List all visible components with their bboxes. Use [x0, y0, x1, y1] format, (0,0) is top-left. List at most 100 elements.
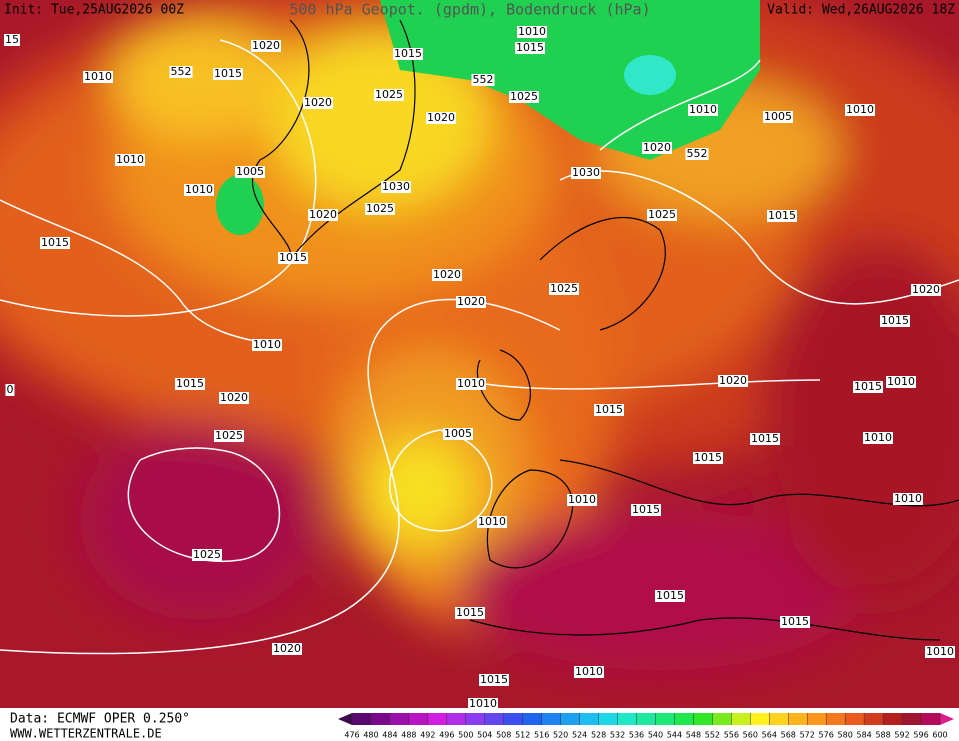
- colorbar-label: 580: [838, 731, 853, 740]
- label-box: [468, 698, 498, 710]
- isobar-label: 1010: [253, 338, 281, 351]
- colorbar-label: 500: [458, 731, 473, 740]
- label-box: [853, 381, 883, 393]
- colorbar-label: 576: [819, 731, 834, 740]
- isobar-label: 1025: [366, 202, 394, 215]
- colorbar-segment: [408, 713, 429, 725]
- isobar-label: 1010: [457, 377, 485, 390]
- isobar-label: 1010: [926, 645, 954, 658]
- isobar-label: 1015: [781, 615, 809, 628]
- isobar-label: 1020: [273, 642, 301, 655]
- isobar-label: 1020: [309, 208, 337, 221]
- label-box: [863, 432, 893, 444]
- isobar-label: 0: [7, 383, 14, 396]
- label-box: [169, 66, 193, 78]
- colorbar-segment: [731, 713, 751, 725]
- title: 500 hPa Geopot. (gpdm), Bodendruck (hPa): [289, 1, 650, 19]
- colorbar-label: 484: [382, 731, 397, 740]
- colorbar-label: 480: [363, 731, 378, 740]
- colorbar-label: 584: [856, 731, 871, 740]
- isobar-label: 1015: [854, 380, 882, 393]
- map: [0, 0, 959, 708]
- colorbar-segment: [522, 713, 543, 725]
- isobar-label: 1020: [643, 141, 671, 154]
- label-box: [647, 209, 677, 221]
- label-box: [303, 97, 333, 109]
- isobar-label: 552: [687, 147, 708, 160]
- isobar-label: 1030: [572, 166, 600, 179]
- isobar-label: 1010: [478, 515, 506, 528]
- colorbar-label: 552: [705, 731, 720, 740]
- label-box: [911, 284, 941, 296]
- isobar-label: 552: [473, 73, 494, 86]
- colorbar-label: 564: [762, 731, 777, 740]
- label-box: [477, 516, 507, 528]
- isobar-label: 15: [5, 33, 19, 46]
- isobar-label: 1010: [689, 103, 717, 116]
- site: WWW.WETTERZENTRALE.DE: [10, 727, 162, 741]
- isobar-label: 1015: [656, 589, 684, 602]
- isobar-label: 1005: [764, 110, 792, 123]
- isobar-label: 1010: [894, 492, 922, 505]
- isobar-label: 1010: [568, 493, 596, 506]
- init: Init: Tue,25AUG2026 00Z: [4, 3, 184, 18]
- label-box: [763, 111, 793, 123]
- colorbar-segment: [750, 713, 770, 725]
- isobar-label: 1015: [881, 314, 909, 327]
- colorbar-label: 524: [572, 731, 587, 740]
- colorbar-segment: [769, 713, 789, 725]
- isobar-label: 1010: [864, 431, 892, 444]
- label-box: [213, 68, 243, 80]
- label-box: [365, 203, 395, 215]
- colorbar-label: 476: [344, 731, 359, 740]
- colorbar-segment: [655, 713, 675, 725]
- colorbar-label: 516: [534, 731, 549, 740]
- isobar-label: 1020: [719, 374, 747, 387]
- colorbar-segment: [427, 713, 448, 725]
- colorbar-segment: [712, 713, 732, 725]
- label-box: [886, 376, 916, 388]
- label-box: [4, 34, 20, 46]
- colorbar-segment: [370, 713, 391, 725]
- label-box: [685, 148, 709, 160]
- colorbar-segment: [636, 713, 656, 725]
- isobar-label: 1010: [846, 103, 874, 116]
- colorbar-label: 556: [724, 731, 739, 740]
- colorbar-label: 596: [913, 731, 928, 740]
- colorbar-label: 560: [743, 731, 758, 740]
- label-box: [631, 504, 661, 516]
- colorbar-segment: [674, 713, 694, 725]
- colorbar-segment: [598, 713, 619, 725]
- label-box: [845, 104, 875, 116]
- label-box: [515, 42, 545, 54]
- isobar-labels: 1020 552 1015 1010 1015 1010 1015 552 1025 1025 10…: [4, 25, 955, 710]
- label-box: [214, 430, 244, 442]
- label-box: [549, 283, 579, 295]
- label-box: [893, 493, 923, 505]
- colorbar-segment: [617, 713, 638, 725]
- isobar-label: 1005: [444, 427, 472, 440]
- label-box: [83, 71, 113, 83]
- colorbar-label: 528: [591, 731, 606, 740]
- isobar-label: 1015: [394, 47, 422, 60]
- isobar-label: 1020: [457, 295, 485, 308]
- colorbar-segment: [845, 713, 865, 725]
- isobar-label: 1015: [214, 67, 242, 80]
- colorbar-label: 600: [932, 731, 947, 740]
- colorbar-segment: [902, 713, 922, 725]
- core: [624, 55, 676, 95]
- isobar-label: 1030: [382, 180, 410, 193]
- colorbar-label: 504: [477, 731, 492, 740]
- isobar-label: 1015: [751, 432, 779, 445]
- label-box: [115, 154, 145, 166]
- label-box: [780, 616, 810, 628]
- label-box: [272, 643, 302, 655]
- isobar-label: 1025: [193, 548, 221, 561]
- isobar-label: 1025: [510, 90, 538, 103]
- isobar-label: 1015: [694, 451, 722, 464]
- colorbar-segment: [503, 713, 524, 725]
- label-box: [443, 428, 473, 440]
- isobar-label: 1025: [375, 88, 403, 101]
- isobar-label: 1005: [236, 165, 264, 178]
